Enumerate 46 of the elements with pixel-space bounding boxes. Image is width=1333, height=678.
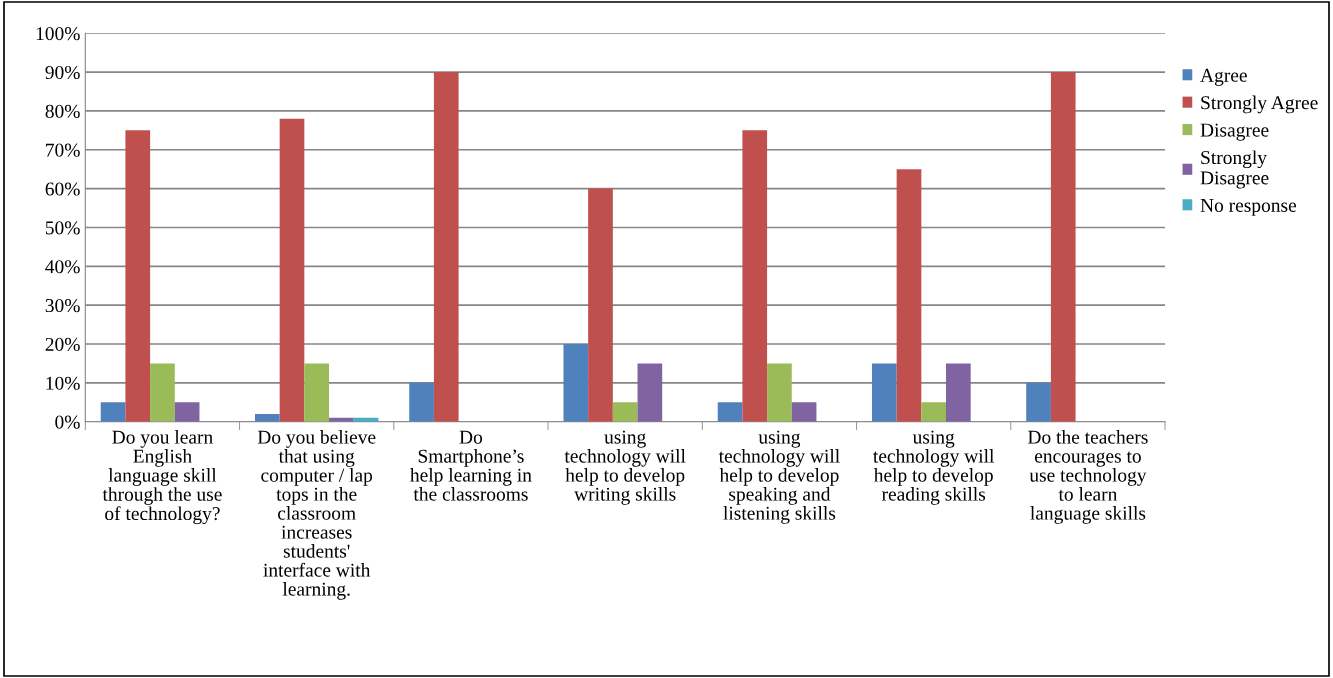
bar	[1050, 72, 1076, 422]
y-tick-label: 30%	[45, 298, 80, 313]
y-tick-label: 0%	[55, 415, 80, 429]
bar	[254, 413, 280, 422]
bar	[717, 402, 743, 422]
bar	[588, 188, 613, 422]
bar	[125, 130, 151, 422]
bar	[612, 402, 638, 422]
y-tick-label: 10%	[46, 376, 80, 390]
y-tick-label: 60%	[45, 182, 80, 196]
x-tick-label: using technology will help to develop writing skills	[564, 430, 686, 505]
bar	[921, 402, 947, 422]
bar	[742, 130, 768, 422]
bar	[304, 363, 330, 422]
y-tick-label: 90%	[45, 65, 80, 80]
bar	[279, 118, 305, 422]
bar	[409, 382, 434, 422]
bar	[767, 363, 792, 422]
x-tick-label: using technology will help to develop reading skills	[873, 430, 995, 505]
y-tick-label: 80%	[45, 104, 80, 118]
legend-label: No response	[1200, 198, 1297, 216]
y-tick-label: 20%	[45, 337, 80, 352]
legend-label: Strongly Disagree	[1200, 150, 1269, 189]
x-tick-label: Do the teachers encourages to use technology to learn language skills	[1028, 430, 1148, 524]
bar	[563, 344, 589, 422]
bar	[791, 402, 817, 422]
y-tick-label: 70%	[46, 143, 80, 157]
y-tick-label: 100%	[36, 27, 80, 41]
legend-label: Agree	[1200, 68, 1247, 86]
y-tick-label: 50%	[45, 221, 80, 235]
x-tick-label: Do you learn English language skill through the use of technology?	[102, 430, 222, 525]
bar	[100, 402, 126, 422]
x-tick-label: Do Smartphone’s help learning in the classrooms	[410, 430, 532, 501]
bar	[946, 363, 971, 422]
bar	[174, 402, 200, 422]
y-tick-label: 40%	[45, 260, 80, 274]
bar	[150, 363, 175, 422]
bar	[871, 363, 897, 422]
bar	[896, 169, 922, 422]
bar	[637, 363, 663, 422]
x-tick-label: using technology will help to develop speaking and listening skills	[718, 430, 840, 524]
legend-label: Strongly Agree	[1201, 95, 1318, 114]
category-label: Do you believe that using computer / lap tops in the classroom increases students' interface with learning.	[257, 430, 376, 600]
legend-label: Disagree	[1200, 123, 1269, 141]
bar	[1026, 382, 1051, 422]
bar	[433, 72, 459, 422]
